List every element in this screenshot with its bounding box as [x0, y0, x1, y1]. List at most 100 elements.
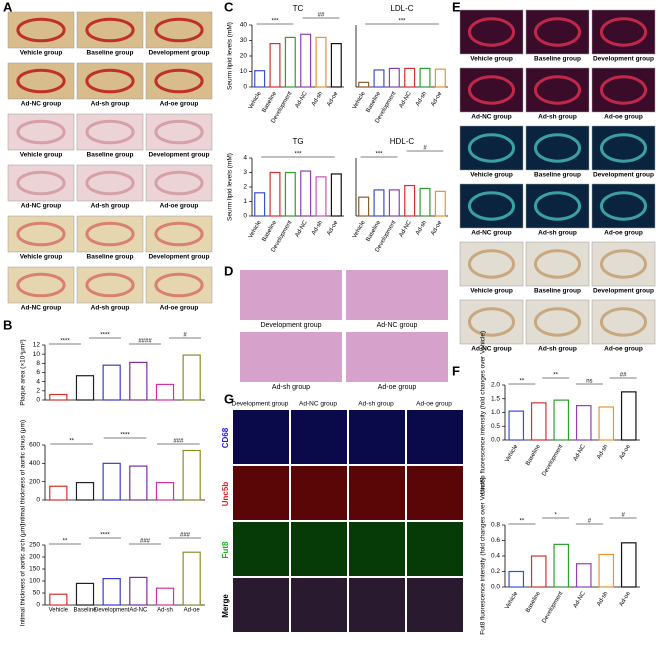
y-tick-label: 2: [243, 184, 247, 191]
y-tick-label: 0: [243, 84, 247, 91]
x-tick-label: Ad-NC: [295, 90, 310, 109]
significance-label: **: [520, 519, 525, 525]
panel-letter: G: [224, 391, 234, 406]
x-tick-label: Baseline: [525, 443, 542, 467]
micrograph: [233, 578, 289, 632]
x-tick-label: Ad-oe: [184, 608, 201, 614]
x-tick-label: Baseline: [365, 90, 382, 114]
significance-label: **: [69, 439, 74, 445]
bar: [598, 406, 615, 441]
bar: [315, 36, 327, 88]
significance-label: #: [423, 146, 427, 152]
image-label: Vehicle group: [20, 50, 63, 57]
y-tick-label: 12: [33, 342, 41, 349]
bar: [155, 587, 175, 606]
y-tick-label: 0.5: [491, 423, 500, 430]
significance-label: ****: [100, 533, 110, 539]
bar: [620, 542, 637, 588]
micrograph: [233, 522, 289, 576]
tissue: [533, 191, 582, 221]
panel-letter: F: [452, 363, 460, 378]
image-label: Development group: [148, 152, 209, 159]
significance-label: ****: [100, 333, 110, 339]
column-label: Ad-oe group: [416, 401, 452, 408]
tissue: [154, 119, 204, 145]
y-tick-label: 1.0: [491, 409, 500, 416]
image-label: Ad-oe group: [160, 101, 199, 108]
bar: [388, 67, 400, 88]
y-tick-label: 0: [36, 497, 40, 504]
image-label: Baseline group: [534, 172, 581, 179]
x-tick-label: Ad-sh: [596, 591, 609, 608]
micrograph: [349, 522, 405, 576]
image-label: Ad-oe group: [378, 384, 417, 391]
image-label: Ad-NC group: [21, 101, 61, 108]
y-axis-label: Plaque area (×10⁴μm²): [20, 339, 27, 405]
y-tick-label: 1.5: [491, 395, 500, 402]
bar: [434, 190, 446, 217]
y-tick-label: 0.0: [491, 437, 500, 444]
image-label: Vehicle group: [20, 254, 63, 261]
tissue: [533, 133, 582, 163]
y-tick-label: 6: [36, 369, 40, 376]
image-label: Baseline group: [87, 254, 134, 261]
y-tick-label: 30: [240, 37, 248, 44]
tissue: [16, 119, 66, 145]
bar: [284, 36, 296, 88]
tissue: [599, 191, 648, 221]
tissue: [154, 221, 204, 247]
significance-label: ****: [120, 433, 130, 439]
bar: [254, 70, 266, 88]
tissue: [154, 68, 204, 94]
x-tick-label: Vehicle: [504, 590, 519, 610]
significance-label: ###: [173, 439, 184, 445]
bar: [330, 42, 342, 88]
x-tick-label: Baseline: [365, 219, 382, 243]
tissue: [533, 17, 582, 47]
x-tick-label: Baseline: [261, 90, 278, 114]
significance-label: #: [588, 519, 592, 525]
tissue: [16, 68, 66, 94]
tissue: [533, 75, 582, 105]
bar: [575, 563, 592, 588]
bar: [75, 375, 95, 401]
tissue: [599, 307, 648, 337]
y-tick-label: 0: [36, 602, 40, 609]
row-label: Fut8: [221, 541, 230, 558]
y-tick-label: 0.2: [491, 568, 500, 575]
x-tick-label: Vehicle: [504, 443, 519, 463]
tissue: [85, 119, 135, 145]
bar: [620, 391, 637, 441]
y-tick-label: 600: [29, 442, 40, 449]
significance-label: ***: [294, 152, 302, 158]
image-label: Development group: [593, 56, 654, 63]
y-tick-label: 10: [240, 68, 248, 75]
image-label: Baseline group: [87, 152, 134, 159]
tissue: [467, 249, 516, 279]
bar: [575, 405, 592, 441]
y-tick-label: 0.8: [491, 522, 500, 529]
bar: [129, 465, 148, 501]
x-tick-label: Development: [541, 444, 564, 478]
image-label: Vehicle group: [470, 172, 513, 179]
bar: [269, 171, 281, 217]
bar: [49, 485, 68, 501]
image-label: Development group: [148, 50, 209, 57]
image-label: Ad-oe group: [160, 305, 199, 312]
y-tick-label: 0: [36, 397, 40, 404]
significance-label: ###: [140, 539, 151, 545]
bar: [404, 184, 416, 217]
image-label: Development group: [593, 172, 654, 179]
x-tick-label: Baseline: [261, 219, 278, 243]
bar: [508, 410, 525, 441]
bar: [553, 543, 570, 588]
tissue: [599, 75, 648, 105]
significance-label: ****: [60, 339, 70, 345]
y-tick-label: 250: [29, 542, 40, 549]
bar: [530, 555, 547, 588]
tissue: [467, 133, 516, 163]
bar: [254, 192, 266, 217]
y-tick-label: 8: [36, 360, 40, 367]
bar: [598, 553, 615, 588]
image-label: Development group: [260, 322, 321, 329]
